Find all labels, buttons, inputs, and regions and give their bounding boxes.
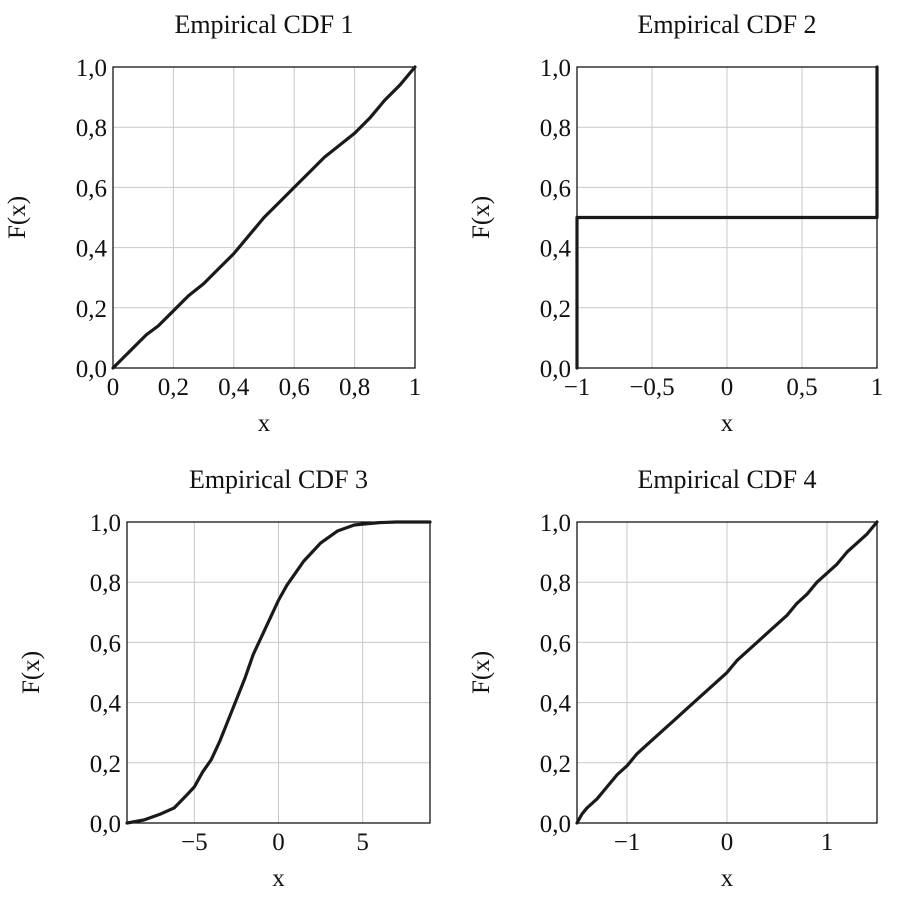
chart-title: Empirical CDF 3	[189, 465, 368, 494]
y-tick-label: 0,2	[90, 751, 121, 778]
y-axis-label: F(x)	[4, 196, 31, 239]
x-tick-label: 5	[356, 829, 369, 856]
y-tick-label: 1,0	[76, 55, 107, 82]
ecdf-line	[575, 65, 879, 370]
x-axis-label: x	[721, 865, 734, 892]
y-tick-label: 1,0	[540, 55, 571, 82]
y-tick-label: 0,0	[540, 356, 571, 383]
x-tick-label: 1	[821, 829, 834, 856]
y-tick-label: 0,0	[76, 356, 107, 383]
y-tick-label: 0,0	[90, 811, 121, 838]
plot-frame	[126, 521, 431, 824]
x-tick-label: −1	[614, 829, 641, 856]
y-tick-label: 0,6	[540, 630, 571, 657]
plot-frame	[576, 521, 878, 824]
chart-title: Empirical CDF 1	[174, 10, 353, 39]
y-axis-label: F(x)	[468, 196, 495, 239]
x-axis-label: x	[721, 410, 734, 437]
x-tick-label: 0	[721, 829, 734, 856]
x-tick-label: 0,6	[279, 374, 310, 401]
y-tick-label: 0,0	[540, 811, 571, 838]
y-tick-label: 0,4	[76, 236, 108, 263]
chart-title: Empirical CDF 4	[637, 465, 816, 494]
x-tick-label: 1	[409, 374, 422, 401]
y-tick-label: 0,6	[540, 175, 571, 202]
x-axis-label: x	[272, 865, 285, 892]
x-tick-label: 0,5	[786, 374, 817, 401]
x-axis-label: x	[258, 410, 271, 437]
x-tick-label: 0	[107, 374, 120, 401]
chart-panel-ecdf-3: Empirical CDF 3 −5 0 5 0,0 0,2 0,4 0,6 0,8 1,0 x F(…	[18, 465, 432, 892]
y-tick-label: 0,8	[540, 570, 571, 597]
y-tick-label: 0,6	[90, 630, 121, 657]
x-tick-label: 0,2	[158, 374, 189, 401]
y-tick-label: 1,0	[540, 510, 571, 537]
chart-panel-ecdf-2: Empirical CDF 2 −1 −0,5 0 0,5 1 0,0 0,2 0,4 0,6 0,…	[468, 10, 883, 437]
x-tick-label: 0	[272, 829, 285, 856]
y-tick-label: 0,6	[76, 175, 107, 202]
y-tick-label: 0,8	[90, 570, 121, 597]
plot-frame	[112, 66, 416, 369]
y-tick-label: 0,4	[90, 691, 122, 718]
x-tick-label: −5	[181, 829, 208, 856]
x-tick-label: 0,8	[339, 374, 370, 401]
x-tick-label: −0,5	[629, 374, 674, 401]
chart-panel-ecdf-4: Empirical CDF 4 −1 0 1 0,0 0,2 0,4 0,6 0,8 1,0 x F(…	[468, 465, 879, 892]
y-tick-label: 0,8	[76, 115, 107, 142]
x-tick-label: 0,4	[218, 374, 250, 401]
chart-panel-ecdf-1: Empirical CDF 1 0 0,2 0,4 0,6 0,8 1 0,0 0,2 0,4 0,…	[4, 10, 421, 437]
y-axis-label: F(x)	[468, 651, 495, 694]
y-tick-label: 0,2	[76, 296, 107, 323]
y-tick-label: 1,0	[90, 510, 121, 537]
ecdf-line	[111, 65, 417, 370]
y-axis-label: F(x)	[18, 651, 45, 694]
ecdf-line	[575, 520, 879, 825]
y-tick-label: 0,2	[540, 296, 571, 323]
x-tick-label: 1	[871, 374, 884, 401]
y-tick-label: 0,4	[540, 691, 572, 718]
y-tick-label: 0,8	[540, 115, 571, 142]
ecdf-line	[125, 520, 432, 825]
y-tick-label: 0,4	[540, 236, 572, 263]
x-tick-label: 0	[721, 374, 734, 401]
chart-title: Empirical CDF 2	[637, 10, 816, 39]
y-tick-label: 0,2	[540, 751, 571, 778]
x-tick-label: −1	[564, 374, 591, 401]
